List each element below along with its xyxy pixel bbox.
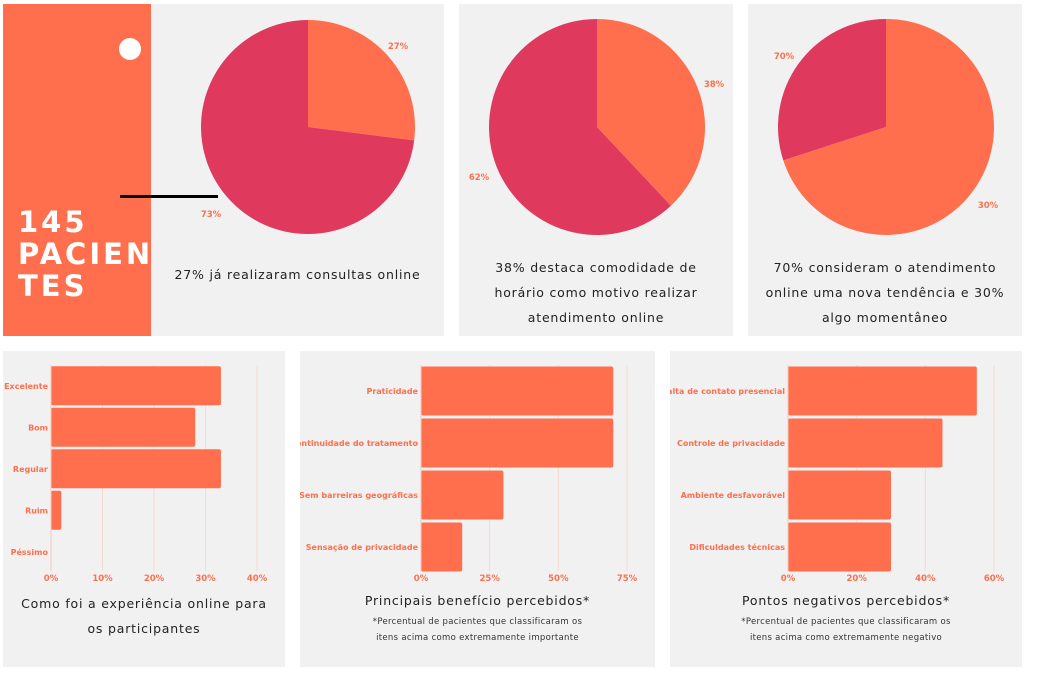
category-label: Ambiente desfavorável	[681, 491, 786, 500]
bar-caption-3: Pontos negativos percebidos*	[741, 593, 950, 608]
patient-count-line2: PACIEN	[18, 237, 154, 271]
x-tick-label: 40%	[915, 574, 936, 584]
bar-note-3: *Percentual de pacientes que classificar…	[670, 614, 1022, 646]
patient-count: 145 PACIEN TES	[18, 206, 153, 302]
pie-slice-1	[489, 19, 671, 236]
x-tick-label: 10%	[92, 574, 113, 584]
x-tick-label: 0%	[781, 574, 796, 584]
bar-caption-1-line1: Como foi a experiência online para	[21, 596, 267, 611]
bar	[788, 470, 891, 520]
category-label: Regular	[13, 465, 48, 474]
x-tick-label: 40%	[247, 574, 268, 584]
connector-line	[120, 195, 218, 198]
x-tick-label: 25%	[479, 574, 500, 584]
bar-caption-1-line2: os participantes	[87, 621, 201, 636]
category-label: Continuidade do tratamento	[300, 439, 419, 448]
patient-count-line1: 145	[18, 205, 88, 239]
circle-icon	[119, 38, 141, 60]
pie-slice-label-1: 62%	[469, 173, 490, 183]
pie-slice-label-1: 30%	[978, 201, 999, 211]
pie-slice-1	[201, 20, 415, 235]
bar-note-3-line1: *Percentual de pacientes que classificar…	[741, 617, 951, 627]
pie-caption-3-line2: online uma nova tendência e 30%	[765, 285, 1005, 300]
x-tick-label: 30%	[195, 574, 216, 584]
bar	[51, 366, 221, 406]
pie-slice-label-0: 38%	[704, 80, 725, 90]
bar	[51, 490, 62, 530]
pie-caption-2-line3: atendimento online	[527, 310, 665, 325]
category-label: Controle de privacidade	[677, 439, 786, 448]
pie-slice-0	[597, 19, 705, 206]
x-tick-label: 20%	[846, 574, 867, 584]
category-label: Bom	[28, 423, 48, 432]
category-label: Sem barreiras geográficas	[300, 491, 418, 500]
bar-chart-experience: 0% 10% 20% 30% 40% Excelente Bom Regular Ruim Pés…	[4, 365, 268, 584]
bar	[788, 366, 977, 416]
pie-caption-3-line3: algo momentâneo	[821, 310, 949, 325]
pie-chart-online-consultations: 27% 73%	[201, 20, 416, 235]
pie-slice-label-1: 73%	[201, 210, 222, 220]
bar-note-2-line2: itens acima como extremamente importante	[376, 633, 579, 643]
bar	[51, 407, 196, 447]
x-tick-label: 0%	[414, 574, 429, 584]
category-label: Praticidade	[366, 387, 418, 396]
bar	[421, 470, 504, 520]
bar-caption-2: Principais benefício percebidos*	[364, 593, 591, 608]
category-label: Ruim	[25, 506, 48, 515]
bar-caption-1: Como foi a experiência online para os pa…	[3, 591, 285, 641]
pie-slice-label-0: 70%	[774, 52, 795, 62]
pie-slice-label-0: 27%	[388, 42, 409, 52]
patient-count-line3: TES	[18, 269, 88, 303]
category-label: Dificuldades técnicas	[689, 542, 785, 552]
pie-caption-3-line1: 70% consideram o atendimento	[773, 260, 997, 275]
bar-chart-negatives: 0% 20% 40% 60% Falta de contato presencial Co…	[670, 365, 1005, 584]
bar-note-3-line2: itens acima como extremamente negativo	[749, 633, 943, 643]
bar-chart-benefits: 0% 25% 50% 75% Praticidade Continuidade do tr…	[300, 365, 638, 584]
pie-slice-0	[783, 19, 994, 236]
pie-caption-2-line2: horário como motivo realizar	[494, 285, 698, 300]
pie-caption-3: 70% consideram o atendimento online uma …	[748, 255, 1022, 330]
pie-chart-convenience: 38% 62%	[469, 19, 725, 236]
bar	[421, 366, 614, 416]
pie-slice-1	[778, 19, 886, 161]
pie-caption-1: 27% já realizaram consultas online	[174, 267, 421, 282]
x-tick-label: 75%	[617, 574, 638, 584]
x-tick-label: 0%	[44, 574, 59, 584]
pie-chart-trend: 70% 30%	[774, 19, 999, 236]
x-tick-label: 60%	[984, 574, 1005, 584]
bar	[788, 418, 943, 468]
category-label: Falta de contato presencial	[670, 387, 785, 396]
pie-slice-0	[308, 20, 416, 141]
bar-note-2: *Percentual de pacientes que classificar…	[300, 614, 655, 646]
bar	[788, 522, 891, 572]
x-tick-label: 20%	[144, 574, 165, 584]
category-label: Excelente	[4, 382, 48, 391]
bar	[421, 418, 614, 468]
category-label: Sensação de privacidade	[306, 543, 419, 552]
pie-caption-2-line1: 38% destaca comodidade de	[495, 260, 697, 275]
bar	[421, 522, 463, 572]
category-label: Péssimo	[11, 547, 49, 557]
bar-note-2-line1: *Percentual de pacientes que classificar…	[372, 617, 583, 627]
bar	[51, 449, 221, 489]
x-tick-label: 50%	[548, 574, 569, 584]
pie-caption-2: 38% destaca comodidade de horário como m…	[459, 255, 733, 330]
